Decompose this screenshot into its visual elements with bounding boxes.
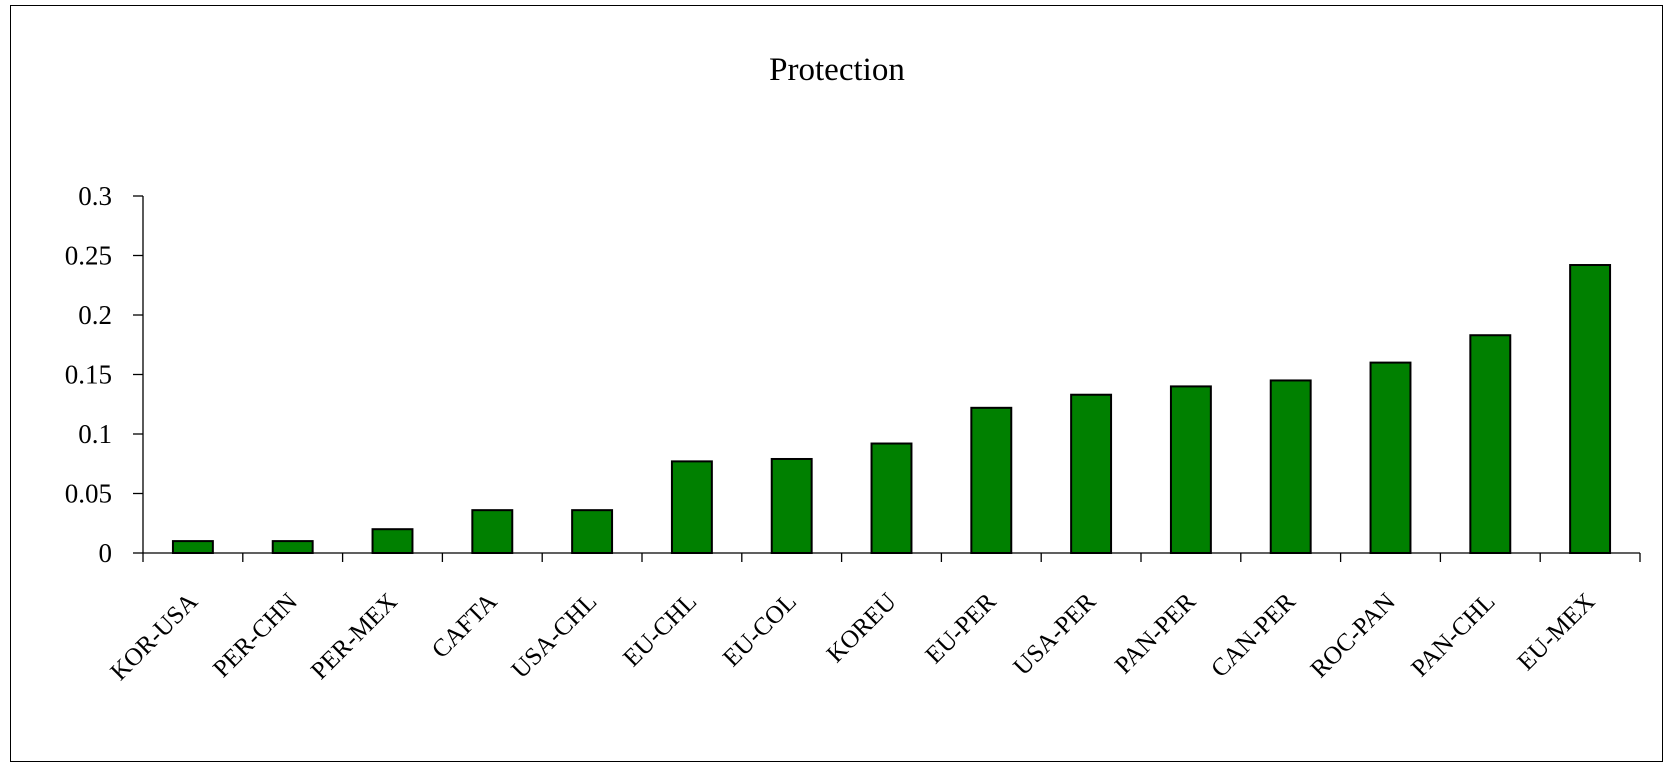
bar <box>471 509 514 555</box>
y-tick-label: 0.3 <box>78 181 112 211</box>
category-label: USA-CHL <box>507 588 603 684</box>
category-label: EU-MEX <box>1513 588 1601 676</box>
chart-title: Protection <box>769 52 905 88</box>
category-label: EU-COL <box>718 588 802 672</box>
y-tick-label: 0.25 <box>65 241 112 271</box>
y-tick-label: 0.05 <box>65 479 112 509</box>
bar <box>1169 385 1212 554</box>
category-label: KOREU <box>822 588 902 668</box>
category-label: EU-CHL <box>618 588 702 672</box>
category-label: PAN-CHL <box>1406 588 1500 682</box>
y-tick-label: 0.1 <box>78 419 112 449</box>
category-label: KOR-USA <box>105 588 203 686</box>
bars <box>171 264 1612 555</box>
bar <box>870 442 913 554</box>
y-tick-label: 0 <box>99 538 113 568</box>
bar <box>670 460 713 554</box>
bar <box>271 540 314 554</box>
bar <box>1070 393 1113 555</box>
category-labels: KOR-USA PER-CHN PER-MEX CAFTA USA-CHL EU-CHL E… <box>105 588 1600 686</box>
bar <box>770 457 813 554</box>
bar <box>1469 334 1512 555</box>
category-label: PER-MEX <box>306 588 403 685</box>
bar <box>970 406 1013 554</box>
y-axis: 0 0.05 0.1 0.15 0.2 0.25 0.3 <box>65 181 144 568</box>
bar <box>171 540 214 554</box>
bar <box>1569 264 1612 554</box>
category-label: PAN-PER <box>1110 588 1201 679</box>
category-label: USA-PER <box>1009 588 1102 681</box>
y-tick-label: 0.15 <box>65 360 112 390</box>
bar <box>1269 379 1312 555</box>
x-axis <box>142 552 1641 562</box>
category-label: ROC-PAN <box>1306 588 1401 683</box>
y-tick-label: 0.2 <box>78 300 112 330</box>
category-label: CAFTA <box>427 588 503 664</box>
category-label: PER-CHN <box>208 588 303 683</box>
bar <box>571 509 614 555</box>
category-label: EU-PER <box>921 588 1002 669</box>
bar <box>371 528 414 555</box>
bar <box>1369 361 1412 554</box>
category-label: CAN-PER <box>1206 588 1301 683</box>
